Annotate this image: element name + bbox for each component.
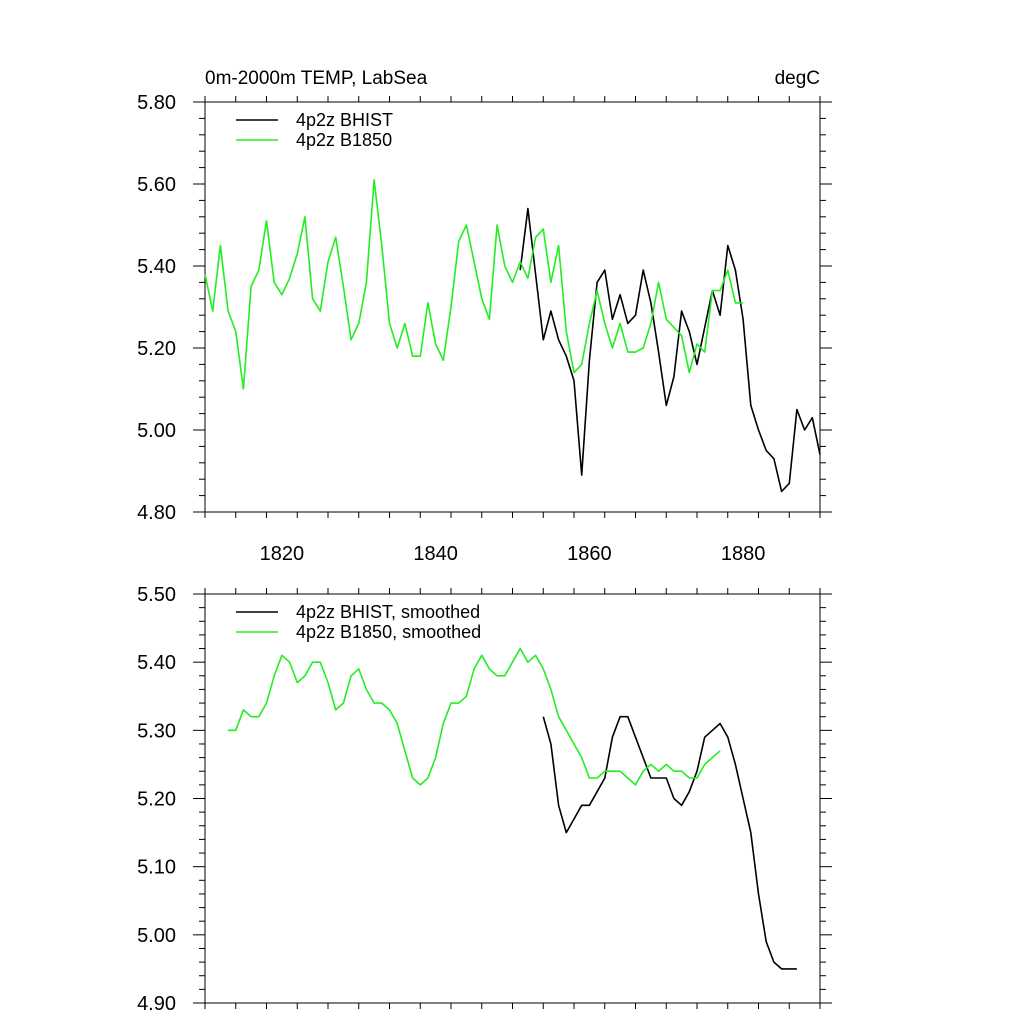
x-tick-label: 1820 [260,543,305,565]
y-tick-label: 5.20 [137,789,176,811]
x-tick-label: 1860 [567,543,612,565]
y-tick-label: 5.10 [137,857,176,879]
y-tick-label: 4.90 [137,993,176,1015]
chart-title: 0m-2000m TEMP, LabSea [205,68,428,89]
legend-label: 4p2z BHIST [296,110,393,130]
series-line-bhist [542,715,797,970]
legend-label: 4p2z B1850 [296,130,392,150]
panel-top: 4.80 5.00 5.20 5.40 5.60 5.80 1820 1840 1860 1880… [137,68,832,565]
y-tick-label: 5.60 [137,174,176,196]
legend-label: 4p2z B1850, smoothed [296,622,481,642]
plot-frame [204,101,821,513]
y-tick-label: 5.00 [137,420,176,442]
x-tick-label: 1840 [413,543,458,565]
series-line-bhist [519,207,821,493]
units-label: degC [775,68,820,89]
y-tick-label: 5.50 [137,584,176,606]
legend-label: 4p2z BHIST, smoothed [296,602,480,622]
y-tick-label: 5.40 [137,652,176,674]
series-line-b1850 [228,647,721,786]
y-tick-label: 5.40 [137,256,176,278]
x-tick-label: 1880 [721,543,766,565]
y-tick-label: 5.80 [137,92,176,114]
y-tick-label: 5.00 [137,925,176,947]
y-tick-label: 4.80 [137,502,176,524]
panel-bottom: 4.90 5.00 5.10 5.20 5.30 5.40 5.50 4p2z BHIST, … [137,584,832,1015]
plot-frame [204,593,821,1004]
y-tick-label: 5.30 [137,720,176,742]
series-line-b1850 [204,179,744,390]
y-tick-label: 5.20 [137,338,176,360]
